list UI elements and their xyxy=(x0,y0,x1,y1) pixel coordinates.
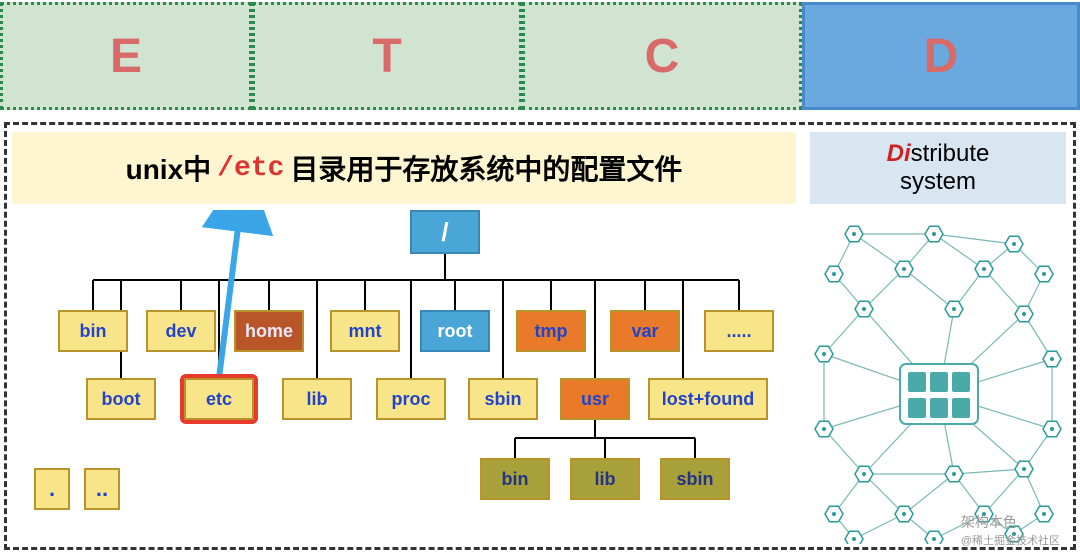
title-banner: unix中 /etc 目录用于存放系统中的配置文件 xyxy=(12,132,796,204)
watermark: 架构本色 @稀土掘金技术社区 xyxy=(961,512,1060,548)
fs-node-var: var xyxy=(610,310,680,352)
title-prefix: unix中 xyxy=(126,148,212,188)
fs-node-proc: proc xyxy=(376,378,446,420)
distribute-line2: system xyxy=(900,168,976,196)
fs-node-bin: bin xyxy=(480,458,550,500)
distribute-line1: Distribute xyxy=(887,140,990,168)
fs-node-.: . xyxy=(34,468,70,510)
watermark-line2: @稀土掘金技术社区 xyxy=(961,532,1060,548)
fs-node-/: / xyxy=(410,210,480,254)
fs-node-mnt: mnt xyxy=(330,310,400,352)
title-suffix: 目录用于存放系统中的配置文件 xyxy=(290,148,682,188)
network-diagram xyxy=(804,214,1070,544)
fs-node-etc: etc xyxy=(184,378,254,420)
fs-node-dev: dev xyxy=(146,310,216,352)
fs-node-sbin: sbin xyxy=(468,378,538,420)
fs-node-sbin: sbin xyxy=(660,458,730,500)
fs-node-usr: usr xyxy=(560,378,630,420)
fs-node-tmp: tmp xyxy=(516,310,586,352)
header-cell-d: D xyxy=(802,2,1080,110)
fs-node-.....: ..... xyxy=(704,310,774,352)
fs-node-boot: boot xyxy=(86,378,156,420)
fs-node-bin: bin xyxy=(58,310,128,352)
fs-node-lib: lib xyxy=(282,378,352,420)
distribute-rest: stribute xyxy=(911,140,990,167)
fs-node-home: home xyxy=(234,310,304,352)
header-cell-t: T xyxy=(252,2,522,110)
fs-node-root: root xyxy=(420,310,490,352)
title-etc: /etc xyxy=(217,153,284,184)
fs-node-..: .. xyxy=(84,468,120,510)
header-cell-e: E xyxy=(0,2,252,110)
fs-node-lib: lib xyxy=(570,458,640,500)
fs-node-lost+found: lost+found xyxy=(648,378,768,420)
watermark-line1: 架构本色 xyxy=(961,512,1060,532)
distribute-box: Distribute system xyxy=(810,132,1066,204)
header-cell-c: C xyxy=(522,2,802,110)
header-row: ETCD xyxy=(0,2,1080,110)
distribute-di: Di xyxy=(887,140,911,167)
